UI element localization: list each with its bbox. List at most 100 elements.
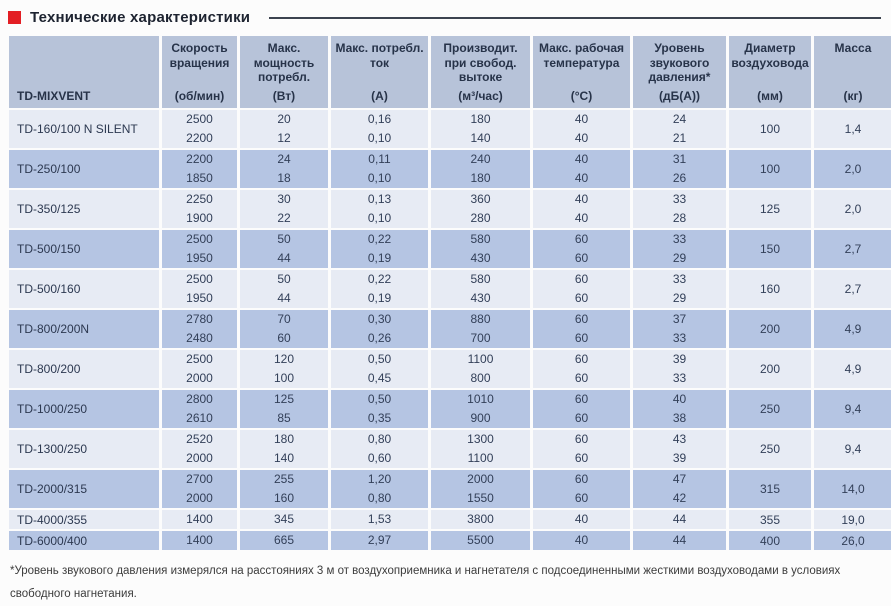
value-cell: 43 39 (633, 430, 726, 468)
diameter-cell: 200 (729, 350, 811, 388)
mass-cell: 4,9 (814, 310, 891, 348)
table-row: TD-2000/315 2700 2000 255 160 1,20 0,80 2000 155… (9, 470, 891, 508)
value-cell: 2000 1550 (431, 470, 530, 508)
column-label: Уровень звукового давления* (648, 41, 711, 85)
value-cell: 5500 (431, 531, 530, 550)
value-cell: 2,97 (331, 531, 428, 550)
value-cell: 345 (240, 510, 328, 529)
column-unit: (°С) (570, 89, 593, 104)
value-cell: 47 42 (633, 470, 726, 508)
mass-cell: 9,4 (814, 430, 891, 468)
diameter-cell: 125 (729, 190, 811, 228)
value-cell: 50 44 (240, 230, 328, 268)
value-cell: 40 (533, 510, 630, 529)
column-unit: (кг) (843, 89, 863, 104)
value-cell: 1010 900 (431, 390, 530, 428)
value-cell: 33 29 (633, 270, 726, 308)
value-cell: 33 29 (633, 230, 726, 268)
value-cell: 2800 2610 (162, 390, 237, 428)
table-row: TD-250/100 2200 1850 24 18 0,11 0,10 240 180 40 40… (9, 150, 891, 188)
value-cell: 1,53 (331, 510, 428, 529)
table-row: TD-4000/355 1400 345 1,53 3800 40 44 355 19,0 (9, 510, 891, 529)
value-cell: 2700 2000 (162, 470, 237, 508)
column-header-model: TD-MIXVENT (9, 36, 159, 108)
model-cell: TD-4000/355 (9, 510, 159, 529)
column-header-temperature: Макс. рабочая температура (°С) (533, 36, 630, 108)
column-unit: (мм) (757, 89, 783, 104)
mass-cell: 9,4 (814, 390, 891, 428)
column-unit: (м³/час) (458, 89, 503, 104)
model-cell: TD-500/150 (9, 230, 159, 268)
diameter-cell: 250 (729, 430, 811, 468)
diameter-cell: 355 (729, 510, 811, 529)
column-label: Макс. потребл. ток (335, 41, 424, 70)
value-cell: 70 60 (240, 310, 328, 348)
column-unit: (об/мин) (174, 89, 225, 104)
diameter-cell: 100 (729, 150, 811, 188)
value-cell: 33 28 (633, 190, 726, 228)
section-title-row: Технические характеристики (8, 9, 883, 26)
diameter-cell: 400 (729, 531, 811, 550)
title-divider (269, 16, 881, 19)
value-cell: 60 60 (533, 310, 630, 348)
table-row: TD-800/200 2500 2000 120 100 0,50 0,45 1100 800 6… (9, 350, 891, 388)
value-cell: 180 140 (240, 430, 328, 468)
value-cell: 1400 (162, 510, 237, 529)
mass-cell: 14,0 (814, 470, 891, 508)
table-row: TD-500/160 2500 1950 50 44 0,22 0,19 580 430 60 60… (9, 270, 891, 308)
model-cell: TD-500/160 (9, 270, 159, 308)
value-cell: 60 60 (533, 390, 630, 428)
model-cell: TD-160/100 N SILENT (9, 110, 159, 148)
value-cell: 1100 800 (431, 350, 530, 388)
value-cell: 0,13 0,10 (331, 190, 428, 228)
diameter-cell: 100 (729, 110, 811, 148)
mass-cell: 2,0 (814, 190, 891, 228)
value-cell: 1,20 0,80 (331, 470, 428, 508)
value-cell: 0,11 0,10 (331, 150, 428, 188)
value-cell: 60 60 (533, 270, 630, 308)
column-unit: (дБ(А)) (659, 89, 700, 104)
mass-cell: 2,7 (814, 230, 891, 268)
diameter-cell: 315 (729, 470, 811, 508)
value-cell: 0,16 0,10 (331, 110, 428, 148)
column-header-mass: Масса (кг) (814, 36, 891, 108)
value-cell: 60 60 (533, 350, 630, 388)
value-cell: 580 430 (431, 230, 530, 268)
value-cell: 60 60 (533, 470, 630, 508)
value-cell: 880 700 (431, 310, 530, 348)
value-cell: 60 60 (533, 230, 630, 268)
value-cell: 40 40 (533, 190, 630, 228)
column-label: Диаметр воздуховода (731, 41, 809, 70)
value-cell: 0,22 0,19 (331, 270, 428, 308)
page-title: Технические характеристики (30, 9, 251, 26)
value-cell: 20 12 (240, 110, 328, 148)
value-cell: 40 40 (533, 110, 630, 148)
spec-table: TD-MIXVENT Скорость вращения (об/мин) Ма… (6, 34, 891, 552)
value-cell: 1300 1100 (431, 430, 530, 468)
value-cell: 30 22 (240, 190, 328, 228)
value-cell: 580 430 (431, 270, 530, 308)
value-cell: 0,22 0,19 (331, 230, 428, 268)
column-label: Производит. при свобод. вытоке (443, 41, 518, 85)
model-cell: TD-350/125 (9, 190, 159, 228)
value-cell: 60 60 (533, 430, 630, 468)
mass-cell: 4,9 (814, 350, 891, 388)
model-cell: TD-2000/315 (9, 470, 159, 508)
column-unit: (Вт) (272, 89, 296, 104)
value-cell: 3800 (431, 510, 530, 529)
model-cell: TD-800/200N (9, 310, 159, 348)
diameter-cell: 160 (729, 270, 811, 308)
column-header-flow: Производит. при свобод. вытоке (м³/час) (431, 36, 530, 108)
value-cell: 40 38 (633, 390, 726, 428)
value-cell: 240 180 (431, 150, 530, 188)
mass-cell: 26,0 (814, 531, 891, 550)
column-header-speed: Скорость вращения (об/мин) (162, 36, 237, 108)
column-header-diameter: Диаметр воздуховода (мм) (729, 36, 811, 108)
value-cell: 31 26 (633, 150, 726, 188)
value-cell: 40 (533, 531, 630, 550)
mass-cell: 2,0 (814, 150, 891, 188)
value-cell: 2200 1850 (162, 150, 237, 188)
value-cell: 2780 2480 (162, 310, 237, 348)
column-header-power: Макс. мощность потребл. (Вт) (240, 36, 328, 108)
